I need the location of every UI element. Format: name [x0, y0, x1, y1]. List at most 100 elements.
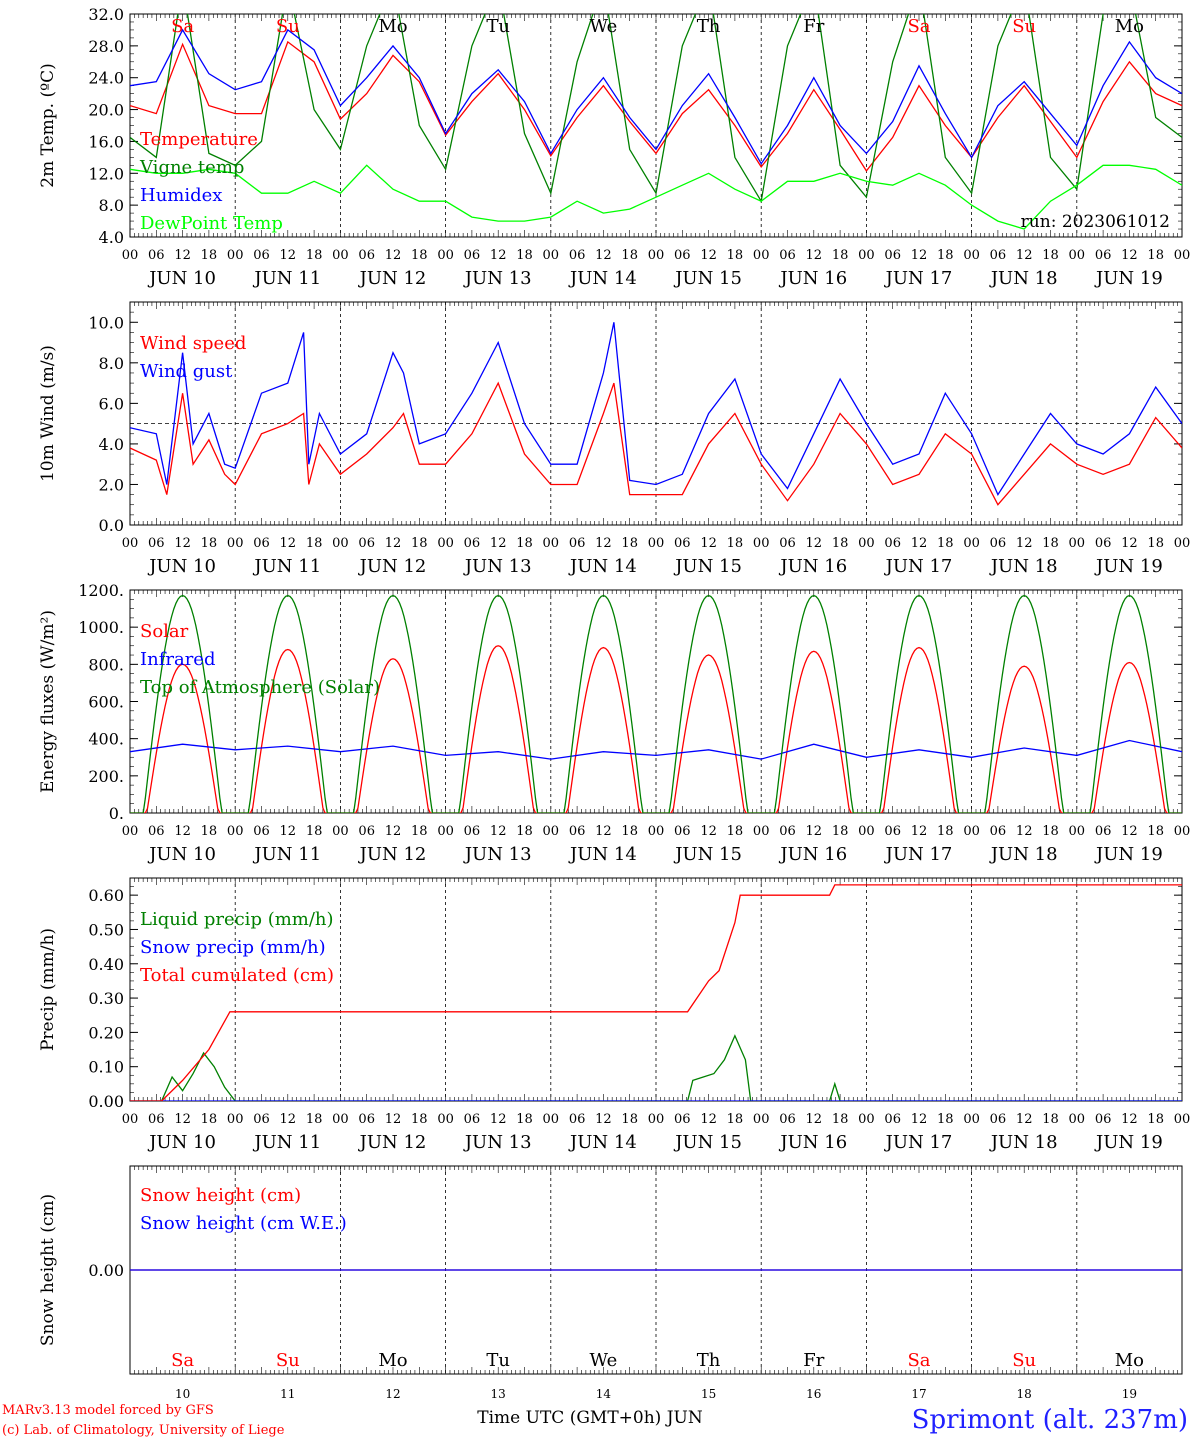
energy-ylabel: Energy fluxes (W/m²)	[38, 610, 58, 793]
weekday-label: Fr	[803, 1350, 824, 1371]
y-tick-label: 8.0	[99, 354, 124, 373]
legend-temperature: Temperature	[140, 129, 258, 150]
y-tick-label: 0.40	[88, 955, 124, 974]
hour-tick-label: 12	[1121, 1112, 1138, 1127]
hour-tick-label: 12	[280, 1112, 297, 1127]
y-tick-label: 0.10	[88, 1058, 124, 1077]
hour-tick-label: 00	[753, 1112, 770, 1127]
legend-snow-height-cm-: Snow height (cm)	[140, 1185, 301, 1206]
weekday-label: Tu	[486, 1350, 510, 1371]
y-tick-label: 800.	[88, 655, 124, 674]
hour-tick-label: 18	[516, 1112, 533, 1127]
hour-tick-label: 18	[727, 248, 744, 263]
hour-tick-label: 18	[1147, 248, 1164, 263]
hour-tick-label: 18	[832, 1112, 849, 1127]
hour-tick-label: 06	[990, 248, 1007, 263]
hour-tick-label: 12	[595, 1112, 612, 1127]
hour-tick-label: 00	[648, 536, 665, 551]
y-tick-label: 20.0	[88, 101, 124, 120]
hour-tick-label: 00	[122, 1112, 139, 1127]
hour-tick-label: 06	[674, 824, 691, 839]
hour-tick-label: 06	[1095, 536, 1112, 551]
y-tick-label: 2.0	[99, 475, 124, 494]
y-tick-label: 1000.	[78, 618, 124, 637]
hour-tick-label: 12	[490, 824, 507, 839]
hour-tick-label: 00	[648, 248, 665, 263]
hour-tick-label: 06	[569, 536, 586, 551]
hour-tick-label: 06	[358, 1112, 375, 1127]
series-line-humidex	[130, 28, 1182, 165]
day-label: JUN 17	[884, 844, 953, 865]
energy-panel: 0. 200. 400. 600. 800. 1000. 1200. Energy fluxe…	[38, 581, 1190, 865]
hour-tick-label: 06	[990, 1112, 1007, 1127]
hour-tick-label: 00	[543, 1112, 560, 1127]
hour-tick-label: 00	[858, 824, 875, 839]
hour-tick-label: 06	[358, 824, 375, 839]
series-line-liquid-precip-mm-h-	[130, 1034, 1182, 1101]
y-tick-label: 0.20	[88, 1023, 124, 1042]
hour-tick-label: 06	[779, 536, 796, 551]
precip-panel: 0.00 0.10 0.20 0.30 0.40 0.50 0.60 Precip (mm/h…	[38, 877, 1191, 1153]
day-label: JUN 19	[1094, 268, 1163, 289]
hour-tick-label: 18	[621, 824, 638, 839]
footer: MARv3.13 model forced by GFS (c) Lab. of…	[2, 1403, 1188, 1438]
y-tick-label: 12.0	[88, 164, 124, 183]
panels-group: 4.0 8.0 12.0 16.0 20.0 24.0 28.0 32.0 2m Temp. (…	[38, 5, 1191, 1401]
hour-tick-label: 00	[1069, 248, 1086, 263]
hour-tick-label: 00	[543, 536, 560, 551]
day-number: 16	[806, 1387, 821, 1401]
hour-tick-label: 06	[464, 248, 481, 263]
day-label: JUN 11	[252, 844, 321, 865]
series-line-top-of-atmosphere-solar-	[130, 594, 1182, 813]
day-label: JUN 17	[884, 268, 953, 289]
hour-tick-label: 12	[806, 1112, 823, 1127]
hour-tick-label: 12	[911, 536, 928, 551]
hour-tick-label: 00	[1174, 1112, 1191, 1127]
hour-tick-label: 18	[201, 248, 218, 263]
y-tick-label: 4.0	[99, 228, 124, 247]
day-number: 17	[911, 1387, 926, 1401]
hour-tick-label: 00	[1174, 536, 1191, 551]
day-label: JUN 12	[358, 268, 427, 289]
day-label: JUN 18	[989, 844, 1058, 865]
day-label: JUN 14	[568, 1132, 637, 1153]
hour-tick-label: 00	[1069, 824, 1086, 839]
hour-tick-label: 00	[858, 536, 875, 551]
hour-tick-label: 00	[122, 536, 139, 551]
hour-tick-label: 18	[1042, 824, 1059, 839]
hour-tick-label: 18	[1147, 1112, 1164, 1127]
hour-tick-label: 18	[937, 248, 954, 263]
station-name: Sprimont (alt. 237m)	[912, 1405, 1188, 1435]
hour-tick-label: 12	[385, 248, 402, 263]
day-label: JUN 12	[358, 556, 427, 577]
energy-plot-area	[130, 594, 1182, 813]
hour-tick-label: 12	[1121, 536, 1138, 551]
day-label: JUN 19	[1094, 1132, 1163, 1153]
hour-tick-label: 06	[779, 824, 796, 839]
weekday-label: Sa	[907, 1350, 930, 1371]
hour-tick-label: 18	[621, 536, 638, 551]
y-tick-label: 4.0	[99, 435, 124, 454]
hour-tick-label: 18	[1042, 1112, 1059, 1127]
hour-tick-label: 12	[700, 1112, 717, 1127]
day-number: 19	[1122, 1387, 1137, 1401]
hour-tick-label: 06	[1095, 1112, 1112, 1127]
hour-tick-label: 12	[806, 248, 823, 263]
day-label: JUN 16	[778, 844, 847, 865]
hour-tick-label: 06	[253, 1112, 270, 1127]
day-label: JUN 11	[252, 556, 321, 577]
y-tick-label: 0.50	[88, 920, 124, 939]
temp-panel: 4.0 8.0 12.0 16.0 20.0 24.0 28.0 32.0 2m Temp. (…	[38, 5, 1190, 289]
x-axis-title: Time UTC (GMT+0h) JUN	[477, 1408, 703, 1428]
hour-tick-label: 06	[148, 1112, 165, 1127]
day-label: JUN 13	[463, 556, 532, 577]
series-line-dewpoint-temp	[130, 164, 1182, 230]
hour-tick-label: 18	[832, 824, 849, 839]
hour-tick-label: 06	[674, 536, 691, 551]
hour-tick-label: 06	[884, 536, 901, 551]
hour-tick-label: 18	[411, 536, 428, 551]
day-label: JUN 19	[1094, 844, 1163, 865]
hour-tick-label: 06	[253, 248, 270, 263]
hour-tick-label: 18	[727, 536, 744, 551]
